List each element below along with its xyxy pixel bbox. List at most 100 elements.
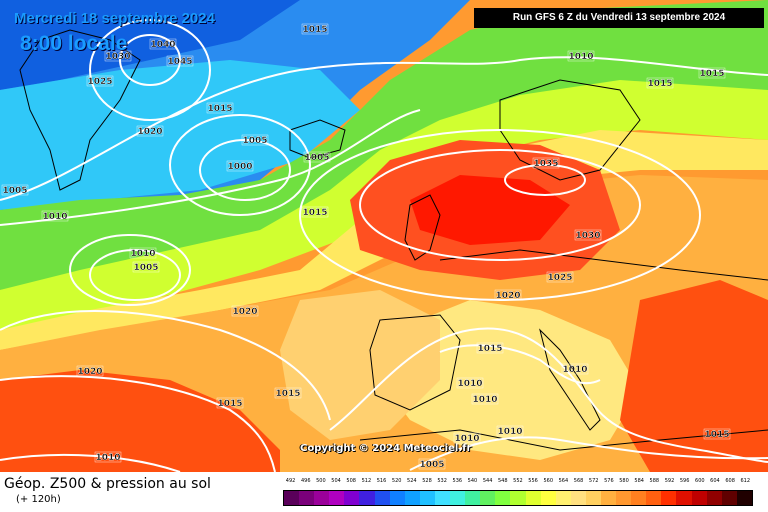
isobar-label: 1005 <box>304 153 329 163</box>
isobar-label-bg <box>496 425 524 437</box>
scale-tick-label: 512 <box>361 478 372 484</box>
iberia-coast <box>369 314 461 411</box>
isobar-label-bg <box>301 23 329 35</box>
scale-tick-label: 500 <box>316 478 326 484</box>
scale-tick-label: 528 <box>422 478 432 484</box>
isobar-label: 1015 <box>302 208 327 218</box>
isobar-label-bg <box>241 134 269 146</box>
isobar-label-bg <box>1 184 29 196</box>
isobar-label: 1005 <box>242 136 267 146</box>
isobar-label: 1005 <box>419 460 444 470</box>
isobar-label: 1020 <box>77 367 102 377</box>
scale-tick-label: 532 <box>437 478 447 484</box>
isobar-label: 1030 <box>575 231 600 241</box>
scale-swatch <box>344 491 360 505</box>
scale-tick-label: 508 <box>346 478 356 484</box>
isobar <box>0 453 181 472</box>
scale-swatch <box>555 491 571 505</box>
scale-swatch <box>419 491 435 505</box>
legend-bar: Géop. Z500 & pression au sol (+ 120h) 49… <box>0 472 768 512</box>
scale-swatch <box>736 491 752 505</box>
isobar <box>439 344 601 385</box>
isobar-label-bg <box>231 305 259 317</box>
isobar-label: 1010 <box>457 379 482 389</box>
isobar-label: 1010 <box>568 52 593 62</box>
isobar-label-bg <box>476 342 504 354</box>
isobar <box>0 56 768 201</box>
scale-swatch <box>299 491 315 505</box>
color-scale-bar <box>283 490 753 506</box>
scale-tick-label: 536 <box>452 478 463 484</box>
scale-tick-label: 564 <box>558 478 569 484</box>
isobar-label: 1010 <box>562 365 587 375</box>
scale-swatch <box>540 491 556 505</box>
isobar <box>69 234 191 306</box>
scale-swatch <box>721 491 737 505</box>
scale-tick-label: 568 <box>573 478 584 484</box>
isobar-label: 1015 <box>217 399 242 409</box>
scale-swatch <box>450 491 466 505</box>
british-isles-coast <box>404 194 441 261</box>
forecast-time-title: 8:00 locale <box>20 32 128 55</box>
scale-tick-label: 608 <box>725 478 735 484</box>
iceland-coast <box>289 119 346 159</box>
isobar-label: 1015 <box>477 344 502 354</box>
scale-swatch <box>404 491 420 505</box>
scale-swatch <box>465 491 481 505</box>
africa-coast <box>359 429 768 451</box>
pale-ridge <box>280 290 440 440</box>
legend-title: Géop. Z500 & pression au sol <box>4 476 211 492</box>
isobar-label-bg <box>216 397 244 409</box>
scale-tick-label: 584 <box>634 478 644 484</box>
isobar-label: 1010 <box>95 453 120 463</box>
scale-tick-label: 496 <box>300 478 311 484</box>
scale-tick-label: 516 <box>376 478 387 484</box>
isobar-label: 1045 <box>167 57 192 67</box>
scale-swatch <box>706 491 722 505</box>
scale-swatch <box>389 491 405 505</box>
scale-swatch <box>570 491 586 505</box>
scale-tick-label: 580 <box>619 478 629 484</box>
isobar <box>359 149 641 261</box>
isobar-label-bg <box>561 363 589 375</box>
lime-band <box>0 80 768 330</box>
isobar-label: 1020 <box>232 307 257 317</box>
isobar-label: 1005 <box>2 186 27 196</box>
isobar-label-bg <box>86 75 114 87</box>
isobar-label: 1040 <box>150 40 175 50</box>
isobar-label: 1030 <box>105 52 130 62</box>
isobar-label: 1020 <box>495 291 520 301</box>
color-scale-ticks: 492 496 500 504 508 512 516 520 524 528 532 536 540 5… <box>283 478 753 488</box>
isobar-label: 1015 <box>699 69 724 79</box>
scandinavia-coast <box>499 79 641 181</box>
isobar-label-bg <box>149 38 177 50</box>
scale-swatch <box>525 491 541 505</box>
isobar-label-bg <box>129 247 157 259</box>
color-scale: 492 496 500 504 508 512 516 520 524 528 532 536 540 5… <box>283 478 753 508</box>
isobar-label-bg <box>698 67 726 79</box>
isobar-label: 1010 <box>472 395 497 405</box>
italy-coast <box>539 328 601 431</box>
forecast-date-title: Mercredi 18 septembre 2024 <box>14 10 215 27</box>
isobar-label-bg <box>132 261 160 273</box>
model-run-info: Run GFS 6 Z du Vendredi 13 septembre 202… <box>474 8 764 28</box>
scale-swatch <box>585 491 601 505</box>
isobar-label-bg <box>94 451 122 463</box>
isobar-label: 1025 <box>547 273 572 283</box>
scale-tick-label: 548 <box>497 478 508 484</box>
scale-swatch <box>631 491 647 505</box>
isobar-label: 1010 <box>454 434 479 444</box>
isobar <box>0 310 331 421</box>
scale-swatch <box>314 491 330 505</box>
scale-tick-label: 520 <box>391 478 402 484</box>
isobar-label-bg <box>456 377 484 389</box>
isobar-label: 1015 <box>647 79 672 89</box>
isobar-label: 1010 <box>497 427 522 437</box>
isobar-label: 1015 <box>207 104 232 114</box>
isobar-label: 1010 <box>130 249 155 259</box>
isobar-label-bg <box>567 50 595 62</box>
scale-swatch <box>691 491 707 505</box>
scale-tick-label: 592 <box>664 478 675 484</box>
scale-tick-label: 612 <box>740 478 751 484</box>
